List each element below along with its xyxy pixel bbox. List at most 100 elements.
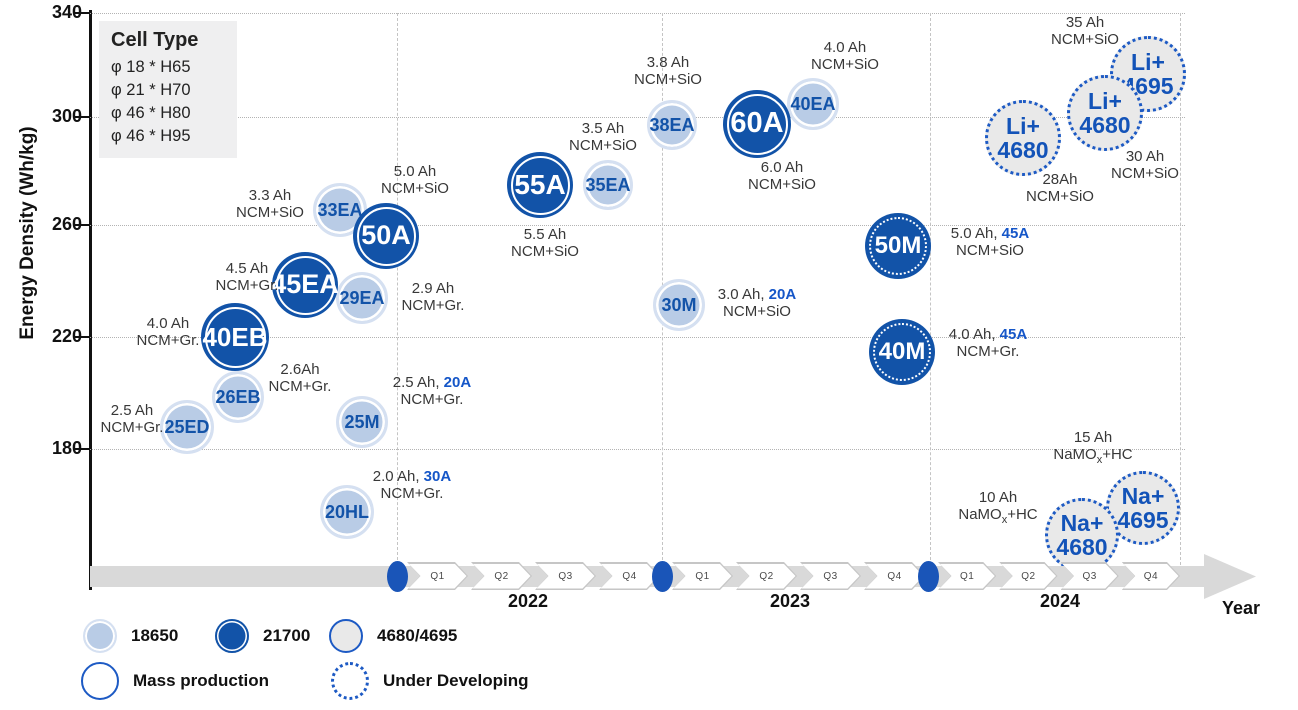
legend-circle-4680-4695 (329, 619, 363, 653)
quarter-chevron: Q1 (407, 562, 468, 590)
bubble-35EA: 35EA (583, 160, 633, 210)
bubble-40M: 40M (869, 319, 935, 385)
y-tick-mark (75, 448, 90, 450)
quarter-label: Q2 (1021, 570, 1036, 582)
bubble-label: 25ED (164, 416, 210, 437)
quarter-chevron-face: Q3 (1062, 564, 1117, 589)
cell-type-row: φ 21 * H70 (111, 81, 191, 99)
year-label-2023: 2023 (769, 591, 811, 611)
quarter-label: Q1 (695, 570, 710, 582)
y-axis-title: Energy Density (Wh/kg) (17, 126, 38, 340)
bubble-50A: 50A (353, 203, 419, 269)
bubble-40EA: 40EA (787, 78, 839, 130)
bubble-50M: 50M (865, 213, 931, 279)
h-gridline (90, 225, 1185, 226)
year-label-2022: 2022 (507, 591, 549, 611)
h-gridline (90, 13, 1185, 14)
annotation-20HL: 2.0 Ah, 30A NCM+Gr. (372, 468, 452, 502)
annotation-Na-4695: 15 Ah NaMOx+HC (1053, 429, 1133, 466)
legend-circle-mass-production (81, 662, 119, 700)
quarter-chevron-face: Q4 (1123, 564, 1178, 589)
quarter-chevron-face: Q1 (674, 564, 732, 589)
y-tick-mark (75, 224, 90, 226)
bubble-label: 35EA (585, 174, 631, 195)
timeline-arrowhead-icon (1204, 554, 1256, 599)
bubble-label: 55A (514, 168, 566, 200)
quarter-chevron: Q2 (471, 562, 532, 590)
bubble-label: 45EA (271, 269, 339, 300)
bubble-60A: 60A (723, 90, 791, 158)
annotation-40M: 4.0 Ah, 45A NCM+Gr. (948, 326, 1028, 360)
legend-item-under-developing: Under Developing (331, 662, 528, 700)
annotation-40EA: 4.0 Ah NCM+SiO (811, 39, 879, 73)
quarter-chevrons-2022: Q1 Q2 Q3 Q4 (407, 562, 660, 590)
quarter-label: Q3 (1082, 570, 1097, 582)
quarter-chevron-face: Q2 (473, 564, 531, 589)
x-axis-label: Year (1222, 598, 1261, 618)
quarter-label: Q4 (1143, 570, 1159, 582)
quarter-chevrons-2023: Q1 Q2 Q3 Q4 (672, 562, 925, 590)
legend-circle-18650 (83, 619, 117, 653)
bubble-label: Na+ 4695 (1117, 482, 1169, 533)
annotation-Li-4680-b: 30 Ah NCM+SiO (1111, 148, 1179, 182)
annotation-45EA: 4.5 Ah NCM+Gr. (215, 260, 279, 294)
quarter-chevron-face: Q3 (537, 564, 595, 589)
timeline-year-marker (917, 561, 939, 592)
y-tick-mark (75, 116, 90, 118)
quarter-chevron: Q4 (1122, 562, 1180, 590)
annotation-50A: 5.0 Ah NCM+SiO (381, 163, 449, 197)
quarter-chevron-face: Q1 (940, 564, 995, 589)
legend-label: 21700 (263, 626, 311, 645)
legend-item-18650: 18650 (83, 619, 178, 653)
bubble-label: 40EA (790, 93, 836, 114)
quarter-chevron: Q4 (864, 562, 925, 590)
bubble-label: Li+ 4680 (1079, 87, 1131, 138)
v-gridline (1180, 13, 1181, 565)
timeline-year-marker (651, 561, 673, 592)
quarter-chevron-face: Q2 (738, 564, 796, 589)
y-tick-label: 340 (51, 2, 82, 22)
cell-type-legend-box: Cell Type φ 18 * H65 φ 21 * H70 φ 46 * H… (99, 21, 237, 158)
annotation-33EA: 3.3 Ah NCM+SiO (236, 187, 304, 221)
bubble-label: 60A (730, 107, 784, 140)
bubble-55A: 55A (507, 152, 573, 218)
cell-type-row: φ 46 * H95 (111, 127, 191, 145)
v-gridline (397, 13, 398, 565)
cell-type-row: φ 46 * H80 (111, 104, 191, 122)
bubble-25ED: 25ED (160, 400, 214, 454)
quarter-chevron: Q3 (535, 562, 596, 590)
annotation-29EA: 2.9 Ah NCM+Gr. (401, 280, 465, 314)
y-tick-label: 180 (51, 438, 82, 458)
y-tick-label: 300 (51, 106, 82, 126)
h-gridline (90, 117, 1185, 118)
legend-circle-under-developing (331, 662, 369, 700)
quarter-chevron-face: Q4 (866, 564, 924, 589)
bubble-Li-4680-a: Li+ 4680 (985, 100, 1061, 176)
legend-label: 4680/4695 (377, 626, 458, 645)
quarter-chevron-face: Q4 (601, 564, 659, 589)
bubble-label: 25M (344, 411, 380, 432)
bubble-Li-4680-b: Li+ 4680 (1067, 75, 1143, 151)
v-gridline (930, 13, 931, 565)
quarter-chevron: Q2 (736, 562, 797, 590)
cell-type-title: Cell Type (111, 29, 199, 51)
bubble-29EA: 29EA (336, 272, 388, 324)
annotation-50M: 5.0 Ah, 45A NCM+SiO (950, 225, 1030, 259)
quarter-chevron-face: Q2 (1001, 564, 1056, 589)
h-gridline (90, 449, 1185, 450)
bubble-label: 40EB (202, 321, 268, 352)
bubble-label: 50M (874, 231, 922, 259)
bubble-20HL: 20HL (320, 485, 374, 539)
annotation-26EB: 2.6Ah NCM+Gr. (268, 361, 332, 395)
legend-item-21700: 21700 (215, 619, 310, 653)
quarter-label: Q1 (959, 570, 975, 582)
bubble-label: 33EA (317, 199, 363, 220)
quarter-chevron-face: Q3 (802, 564, 860, 589)
annotation-38EA: 3.8 Ah NCM+SiO (634, 54, 702, 88)
legend-circle-21700 (215, 619, 249, 653)
quarter-chevron: Q1 (672, 562, 733, 590)
legend-item-4680-4695: 4680/4695 (329, 619, 457, 653)
annotation-25ED: 2.5 Ah NCM+Gr. (100, 402, 164, 436)
bubble-label: 30M (661, 294, 697, 315)
